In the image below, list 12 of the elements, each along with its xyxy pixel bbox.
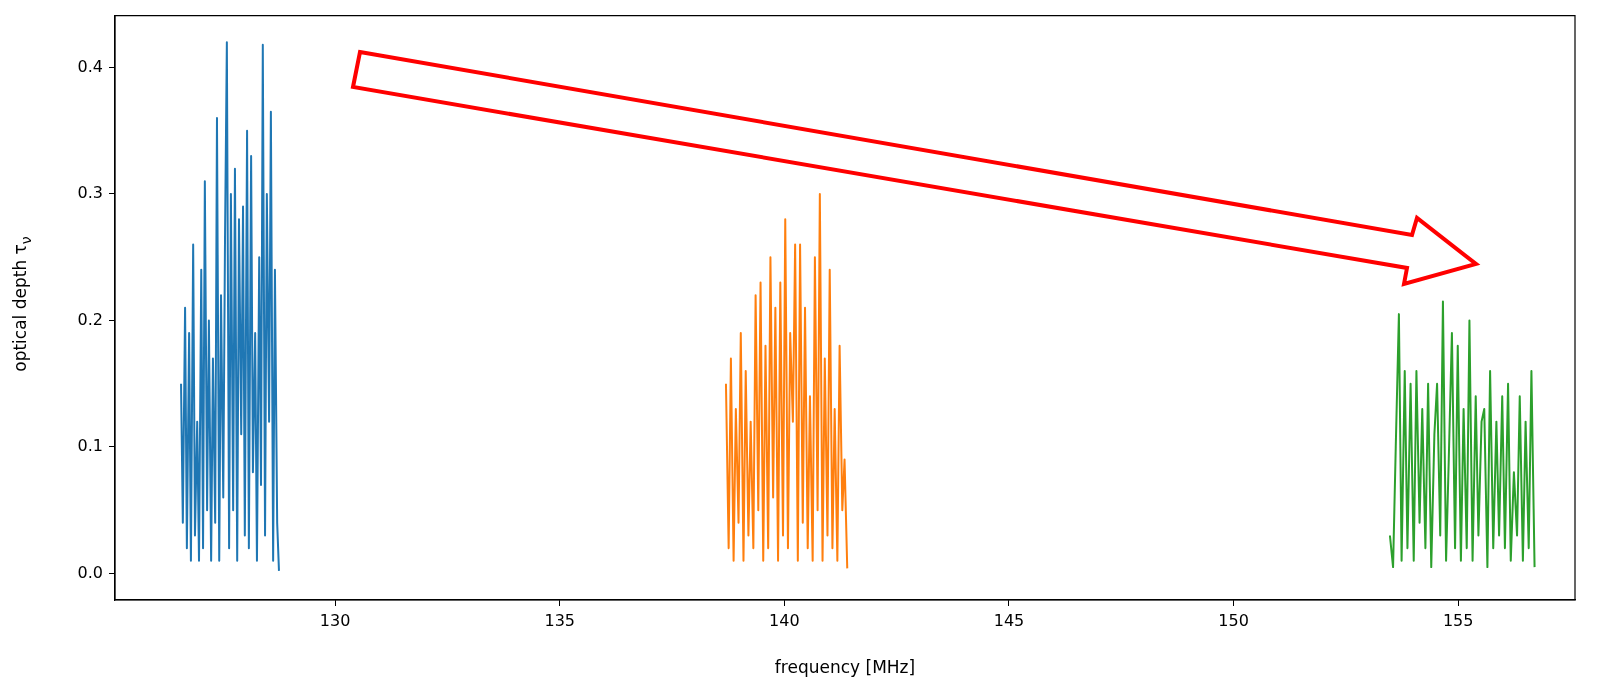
x-tick-label: 150 xyxy=(1218,610,1249,630)
y-tick-label: 0.1 xyxy=(77,436,103,456)
y-tick-label: 0.3 xyxy=(77,183,103,203)
x-tick-label: 130 xyxy=(319,610,351,630)
y-tick-label: 0.2 xyxy=(77,309,103,329)
x-tick-label: 135 xyxy=(544,610,576,630)
x-tick-label: 155 xyxy=(1442,610,1474,630)
x-axis-title: frequency [MHz] xyxy=(774,657,916,678)
x-tick-label: 145 xyxy=(993,610,1025,630)
y-tick-label: 0.4 xyxy=(77,56,103,76)
y-tick-label: 0.0 xyxy=(77,562,103,582)
x-tick-label: 140 xyxy=(769,610,800,630)
